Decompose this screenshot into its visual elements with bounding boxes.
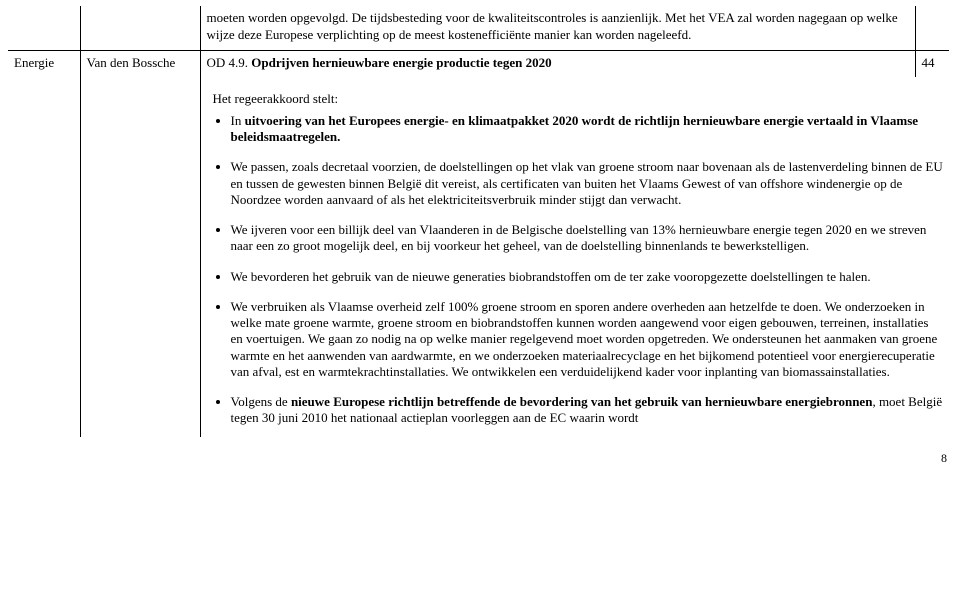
category-label: Energie — [14, 55, 54, 70]
row2-col1: Energie — [8, 50, 80, 77]
list-item: We bevorderen het gebruik van de nieuwe … — [231, 269, 944, 285]
b6-bold: nieuwe Europese richtlijn betreffende de… — [291, 394, 873, 409]
od-code: OD 4.9. — [207, 55, 252, 70]
list-item: We ijveren voor een billijk deel van Vla… — [231, 222, 944, 255]
list-item: In uitvoering van het Europees energie- … — [231, 113, 944, 146]
person-label: Van den Bossche — [87, 55, 176, 70]
row1-col4 — [915, 6, 949, 50]
row1-col3: moeten worden opgevolgd. De tijdsbestedi… — [200, 6, 915, 50]
table-row: moeten worden opgevolgd. De tijdsbestedi… — [8, 6, 949, 50]
row2b-col2 — [80, 77, 200, 437]
row2-col2: Van den Bossche — [80, 50, 200, 77]
row2-col3: OD 4.9. Opdrijven hernieuwbare energie p… — [200, 50, 915, 77]
row1-col1 — [8, 6, 80, 50]
row1-col2 — [80, 6, 200, 50]
row2-col4: 44 — [915, 50, 949, 77]
row2b-content: Het regeerakkoord stelt: In uitvoering v… — [200, 77, 949, 437]
intro-text: Het regeerakkoord stelt: — [213, 91, 944, 107]
row2b-col1 — [8, 77, 80, 437]
row1-text: moeten worden opgevolgd. De tijdsbestedi… — [207, 10, 909, 44]
count-value: 44 — [922, 55, 935, 70]
bullet-list: In uitvoering van het Europees energie- … — [207, 113, 944, 427]
document-table: moeten worden opgevolgd. De tijdsbestedi… — [8, 6, 949, 437]
list-item: We verbruiken als Vlaamse overheid zelf … — [231, 299, 944, 380]
table-row: Het regeerakkoord stelt: In uitvoering v… — [8, 77, 949, 437]
table-row: Energie Van den Bossche OD 4.9. Opdrijve… — [8, 50, 949, 77]
list-item: We passen, zoals decretaal voorzien, de … — [231, 159, 944, 208]
page-number: 8 — [8, 451, 949, 466]
b6-pre: Volgens de — [231, 394, 291, 409]
b1-pre: In — [231, 113, 245, 128]
b1-bold: uitvoering van het Europees energie- en … — [231, 113, 919, 144]
od-title: Opdrijven hernieuwbare energie productie… — [251, 55, 551, 70]
list-item: Volgens de nieuwe Europese richtlijn bet… — [231, 394, 944, 427]
